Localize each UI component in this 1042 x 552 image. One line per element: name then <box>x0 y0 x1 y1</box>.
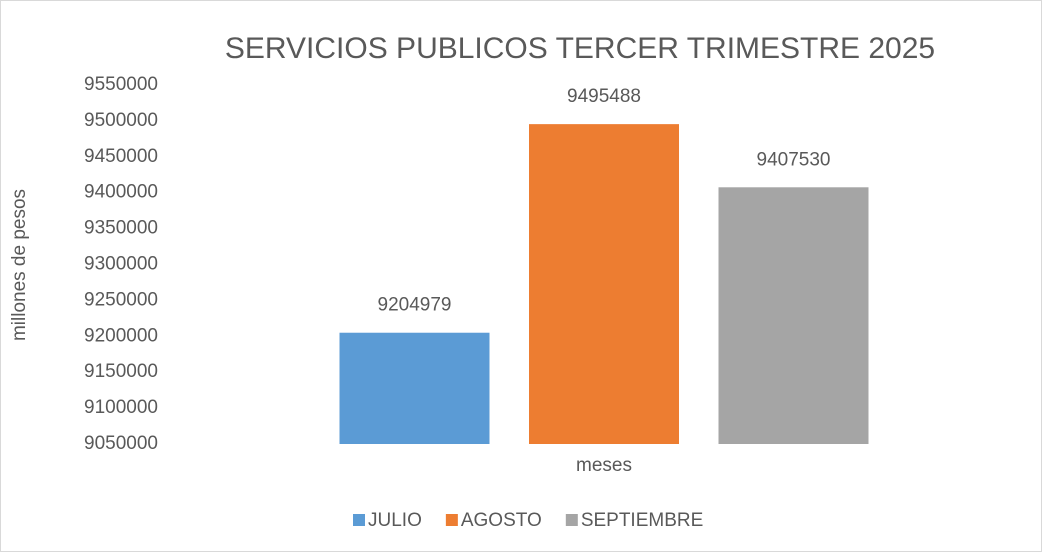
legend-swatch <box>445 514 458 526</box>
y-axis-label: millones de pesos <box>9 189 30 341</box>
data-label: 9204979 <box>378 295 452 316</box>
data-label: 9407530 <box>757 149 831 170</box>
data-label: 9495488 <box>567 86 641 107</box>
y-tick-label: 9300000 <box>84 254 158 275</box>
y-tick-label: 9550000 <box>84 74 158 95</box>
legend-swatch <box>353 514 365 526</box>
y-tick-label: 9150000 <box>84 361 158 382</box>
bar <box>339 332 490 444</box>
legend-label: AGOSTO <box>461 510 542 531</box>
bar <box>718 187 869 444</box>
y-tick-label: 9200000 <box>84 325 158 346</box>
legend-label: SEPTIEMBRE <box>581 510 703 531</box>
y-tick-label: 9500000 <box>84 110 158 131</box>
x-axis-label: meses <box>576 455 632 476</box>
y-tick-label: 9100000 <box>84 397 158 418</box>
y-tick-label: 9250000 <box>84 289 158 310</box>
legend-label: JULIO <box>368 510 422 531</box>
y-tick-label: 9350000 <box>84 218 158 239</box>
bar <box>529 124 679 444</box>
legend-swatch <box>565 514 578 526</box>
y-tick-label: 9450000 <box>84 146 158 167</box>
y-tick-label: 9050000 <box>84 433 158 454</box>
y-tick-label: 9400000 <box>84 182 158 203</box>
chart-title: SERVICIOS PUBLICOS TERCER TRIMESTRE 2025 <box>225 32 935 65</box>
